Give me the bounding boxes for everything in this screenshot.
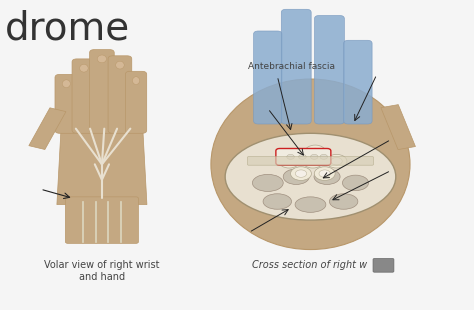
FancyBboxPatch shape xyxy=(373,259,394,272)
Ellipse shape xyxy=(225,133,396,220)
Text: Cross section of right w: Cross section of right w xyxy=(252,260,367,270)
Circle shape xyxy=(299,154,306,159)
Circle shape xyxy=(320,154,328,159)
Circle shape xyxy=(307,157,319,165)
Ellipse shape xyxy=(342,175,369,191)
FancyBboxPatch shape xyxy=(247,157,374,165)
Circle shape xyxy=(310,148,321,156)
Circle shape xyxy=(319,170,330,177)
Ellipse shape xyxy=(283,169,310,184)
Circle shape xyxy=(295,170,307,177)
Ellipse shape xyxy=(314,169,340,184)
Text: Antebrachial fascia: Antebrachial fascia xyxy=(248,62,335,71)
Ellipse shape xyxy=(63,80,70,87)
Polygon shape xyxy=(57,118,147,205)
FancyBboxPatch shape xyxy=(276,148,331,165)
FancyBboxPatch shape xyxy=(55,74,78,133)
Ellipse shape xyxy=(132,77,139,84)
Circle shape xyxy=(287,154,294,159)
Ellipse shape xyxy=(97,55,107,63)
Circle shape xyxy=(291,167,311,180)
Circle shape xyxy=(283,157,295,165)
Polygon shape xyxy=(29,108,66,149)
FancyBboxPatch shape xyxy=(282,9,311,124)
Ellipse shape xyxy=(211,79,410,250)
Circle shape xyxy=(331,157,342,165)
Circle shape xyxy=(326,154,347,168)
Polygon shape xyxy=(381,104,415,150)
Ellipse shape xyxy=(252,174,283,192)
Ellipse shape xyxy=(329,194,358,209)
FancyBboxPatch shape xyxy=(90,50,114,133)
Circle shape xyxy=(279,154,300,168)
Circle shape xyxy=(302,154,323,168)
Ellipse shape xyxy=(80,64,88,72)
FancyBboxPatch shape xyxy=(254,31,282,124)
Text: drome: drome xyxy=(5,9,130,47)
Ellipse shape xyxy=(263,194,292,209)
Circle shape xyxy=(305,145,326,159)
Circle shape xyxy=(310,154,318,159)
Text: Volar view of right wrist
and hand: Volar view of right wrist and hand xyxy=(44,260,160,282)
Circle shape xyxy=(314,167,335,180)
Ellipse shape xyxy=(116,61,124,69)
FancyBboxPatch shape xyxy=(65,197,138,243)
Ellipse shape xyxy=(295,197,326,212)
FancyBboxPatch shape xyxy=(344,40,372,124)
FancyBboxPatch shape xyxy=(108,56,132,133)
FancyBboxPatch shape xyxy=(315,16,344,124)
FancyBboxPatch shape xyxy=(125,71,146,133)
FancyBboxPatch shape xyxy=(72,59,96,133)
